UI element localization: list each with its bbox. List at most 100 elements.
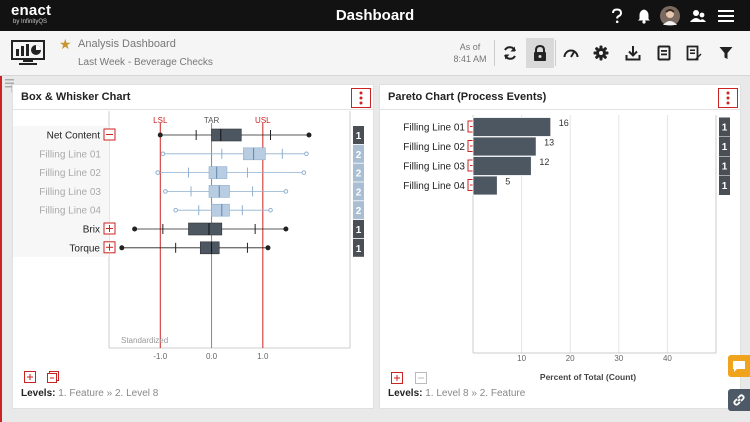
notifications-bell-icon[interactable]: [634, 6, 654, 26]
export-button[interactable]: [619, 38, 647, 68]
chat-button[interactable]: [728, 355, 750, 377]
x-tick-label: 30: [614, 354, 623, 363]
count-badge-label: 1: [356, 244, 362, 255]
count-badge: [719, 137, 730, 156]
hamburger-menu-icon[interactable]: [716, 6, 736, 26]
count-badge-label: 1: [722, 181, 728, 192]
whisker-min-point: [155, 170, 161, 175]
x-tick-label: -1.0: [153, 352, 167, 361]
box-chart-title: Box & Whisker Chart: [21, 91, 131, 103]
box-whisker-chart: LSL TAR USL -1.0 0.0 1.0 Standardized Net Conte…: [13, 111, 364, 361]
toolbar-divider: [494, 40, 495, 66]
count-badge: [353, 220, 364, 238]
count-badge-label: 1: [356, 131, 362, 142]
count-badge: [353, 163, 364, 182]
chat-bubble-icon: [733, 360, 745, 372]
iqr-box: [211, 203, 230, 217]
filter-button[interactable]: [712, 38, 740, 68]
reference-label-lsl: LSL: [153, 116, 168, 125]
whisker-max-point: [283, 226, 289, 232]
count-badge-label: 2: [356, 187, 362, 198]
lock-icon: [534, 44, 546, 61]
report-button[interactable]: [680, 38, 708, 68]
pareto-panel: Pareto Chart (Process Events) 10 20 30 40 Pe…: [379, 84, 741, 409]
expand-all-button[interactable]: [391, 371, 403, 389]
whisker-max-point: [301, 170, 307, 175]
iqr-box: [208, 166, 228, 179]
lock-button[interactable]: [526, 38, 554, 68]
whisker-min-point: [163, 189, 168, 194]
x-axis-title: Percent of Total (Count): [540, 372, 636, 382]
gear-icon: [593, 45, 609, 61]
link-button[interactable]: [728, 389, 750, 411]
box-chart-menu-button[interactable]: [351, 88, 371, 108]
kebab-menu-icon: [359, 91, 363, 105]
standardized-watermark: Standardized: [121, 336, 168, 345]
pareto-bar: [472, 117, 552, 137]
report-edit-icon: [686, 45, 702, 61]
expand-all-button[interactable]: [24, 370, 36, 388]
count-badge: [353, 201, 364, 220]
row-label: Filling Line 03: [39, 187, 101, 198]
row-label: Filling Line 02: [403, 142, 465, 153]
count-badge-label: 1: [722, 162, 728, 173]
filter-icon: [719, 47, 733, 59]
row-label: Filling Line 04: [403, 181, 465, 192]
levels-label: Levels:: [21, 388, 56, 399]
as-of-time: 8:41 AM: [453, 54, 487, 64]
row-label: Filling Line 03: [403, 162, 465, 173]
app-title: Dashboard: [335, 7, 415, 24]
pareto-chart-levels: Levels: 1. Level 8 » 2. Feature: [388, 388, 525, 399]
as-of-timestamp: As of 8:41 AM: [450, 41, 490, 65]
kebab-menu-icon: [726, 91, 730, 105]
x-tick-label: 0.0: [206, 352, 218, 361]
bar-value-label: 12: [539, 157, 549, 167]
count-badge-label: 2: [356, 169, 362, 180]
levels-value[interactable]: 1. Feature » 2. Level 8: [58, 388, 159, 399]
pareto-chart-menu-button[interactable]: [718, 88, 738, 108]
row-label: Filling Line 02: [39, 168, 101, 179]
count-badge: [353, 238, 364, 257]
collapse-all-icon: [47, 371, 59, 383]
gauge-button[interactable]: [557, 38, 585, 68]
panel-divider: [380, 109, 740, 110]
pareto-bar: [472, 136, 537, 157]
iqr-box: [188, 222, 223, 236]
link-chain-icon: [733, 394, 745, 406]
download-icon: [625, 46, 641, 61]
collapse-all-button[interactable]: [47, 370, 59, 388]
enact-logo[interactable]: enact by InfinityQS: [11, 3, 51, 26]
expand-all-icon: [24, 371, 36, 383]
dashboard-monitor-icon: [11, 40, 45, 66]
pareto-chart: 10 20 30 40 Percent of Total (Count) Filling …: [403, 115, 730, 382]
whisker-max-point: [306, 132, 312, 138]
help-icon[interactable]: [607, 6, 627, 26]
settings-button[interactable]: [587, 38, 615, 68]
row-label: Filling Line 01: [39, 149, 101, 160]
bar-value-label: 13: [544, 138, 554, 148]
pareto-bar: [472, 175, 498, 196]
favorite-star-icon[interactable]: ★: [59, 36, 72, 52]
dashboard-name: Analysis Dashboard: [78, 38, 176, 50]
whisker-min-point: [160, 151, 166, 157]
count-badge: [719, 117, 730, 137]
refresh-icon: [504, 46, 516, 60]
whisker-max-point: [268, 207, 273, 213]
user-group-icon[interactable]: [688, 6, 708, 26]
dashboard-toolbar: ★ Analysis Dashboard Last Week - Beverag…: [0, 31, 750, 76]
levels-label: Levels:: [388, 388, 423, 399]
row-label: Brix: [83, 225, 100, 236]
save-button[interactable]: [650, 38, 678, 68]
user-avatar[interactable]: [660, 6, 680, 26]
count-badge-label: 2: [356, 206, 362, 217]
levels-value[interactable]: 1. Level 8 » 2. Feature: [425, 388, 526, 399]
as-of-label: As of: [459, 42, 481, 52]
dashboard-subtitle: Last Week - Beverage Checks: [78, 57, 213, 68]
expand-all-icon: [391, 372, 403, 384]
panel-divider: [13, 109, 373, 110]
refresh-button[interactable]: [496, 38, 524, 68]
whisker-min-point: [119, 245, 125, 251]
x-tick-label: 10: [517, 354, 526, 363]
collapse-all-button[interactable]: [415, 371, 427, 389]
top-bar: enact by InfinityQS Dashboard: [0, 0, 750, 31]
